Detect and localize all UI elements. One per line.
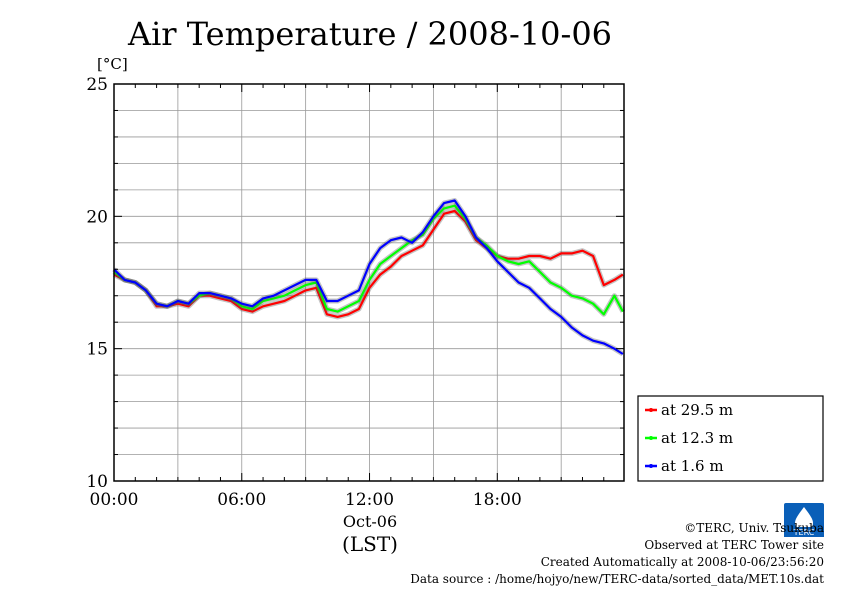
legend-marker — [649, 436, 653, 440]
legend-box — [637, 395, 824, 482]
y-tick-label: 10 — [86, 472, 108, 492]
legend-marker — [649, 408, 653, 412]
plot-frame — [113, 83, 625, 482]
credit-source: Data source : /home/hojyo/new/TERC-data/… — [410, 572, 824, 586]
y-axis-unit-label: [°C] — [97, 55, 128, 73]
series-lines — [112, 198, 626, 357]
x-tick-label: 06:00 — [217, 490, 266, 510]
x-tick-label: 12:00 — [345, 490, 394, 510]
grid-lines — [114, 84, 624, 481]
series-line — [113, 204, 624, 316]
legend-label: at 29.5 m — [661, 401, 733, 419]
credit-site: Observed at TERC Tower site — [644, 538, 824, 552]
credit-copyright: ©TERC, Univ. Tsukuba — [684, 521, 824, 535]
legend: at 29.5 m at 12.3 m at 1.6 m — [637, 395, 824, 482]
y-tick-label: 25 — [86, 75, 108, 95]
logo-text: TERC — [793, 528, 815, 537]
y-tick-label: 15 — [86, 340, 108, 360]
series-line — [113, 199, 624, 355]
y-tick-label: 20 — [86, 207, 108, 227]
x-axis-date-label: Oct-06 — [342, 512, 398, 531]
credits-block: ©TERC, Univ. Tsukuba Observed at TERC To… — [410, 520, 824, 588]
x-tick-label: 00:00 — [90, 490, 139, 510]
x-tick-label: 18:00 — [473, 490, 522, 510]
credit-created: Created Automatically at 2008-10-06/23:5… — [540, 555, 824, 569]
legend-label: at 12.3 m — [661, 429, 733, 447]
legend-marker — [649, 464, 653, 468]
axis-ticks: 10 15 20 25 00:00 06:00 12:00 18:00 — [86, 75, 624, 510]
chart-title: Air Temperature / 2008-10-06 — [127, 15, 613, 53]
x-axis-timezone-label: (LST) — [342, 532, 398, 556]
terc-logo: TERC — [784, 503, 824, 541]
legend-label: at 1.6 m — [661, 457, 724, 475]
